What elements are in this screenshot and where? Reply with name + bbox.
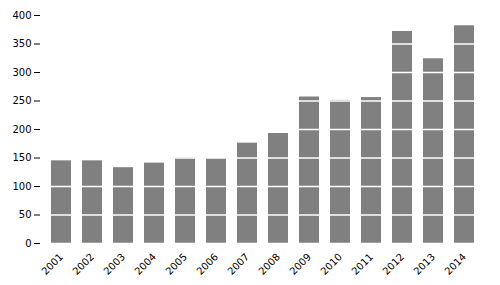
svg-text:2006: 2006 bbox=[194, 251, 220, 277]
svg-text:350: 350 bbox=[12, 38, 31, 49]
svg-text:2010: 2010 bbox=[318, 251, 344, 277]
svg-text:2002: 2002 bbox=[70, 251, 96, 277]
svg-text:0: 0 bbox=[25, 238, 31, 249]
svg-text:2001: 2001 bbox=[39, 251, 65, 277]
svg-text:50: 50 bbox=[19, 209, 32, 220]
svg-text:2003: 2003 bbox=[101, 251, 127, 277]
svg-text:300: 300 bbox=[12, 67, 31, 78]
svg-text:2014: 2014 bbox=[442, 251, 468, 277]
svg-text:2013: 2013 bbox=[411, 251, 437, 277]
svg-text:2008: 2008 bbox=[256, 251, 282, 277]
svg-text:150: 150 bbox=[12, 152, 31, 163]
svg-text:2009: 2009 bbox=[287, 251, 313, 277]
svg-text:2012: 2012 bbox=[380, 251, 406, 277]
svg-text:100: 100 bbox=[12, 181, 31, 192]
svg-text:400: 400 bbox=[12, 10, 31, 21]
svg-text:250: 250 bbox=[12, 95, 31, 106]
svg-text:200: 200 bbox=[12, 124, 31, 135]
svg-text:2007: 2007 bbox=[225, 251, 251, 277]
svg-text:2005: 2005 bbox=[163, 251, 189, 277]
svg-text:2004: 2004 bbox=[132, 251, 158, 277]
svg-text:2011: 2011 bbox=[349, 251, 375, 277]
